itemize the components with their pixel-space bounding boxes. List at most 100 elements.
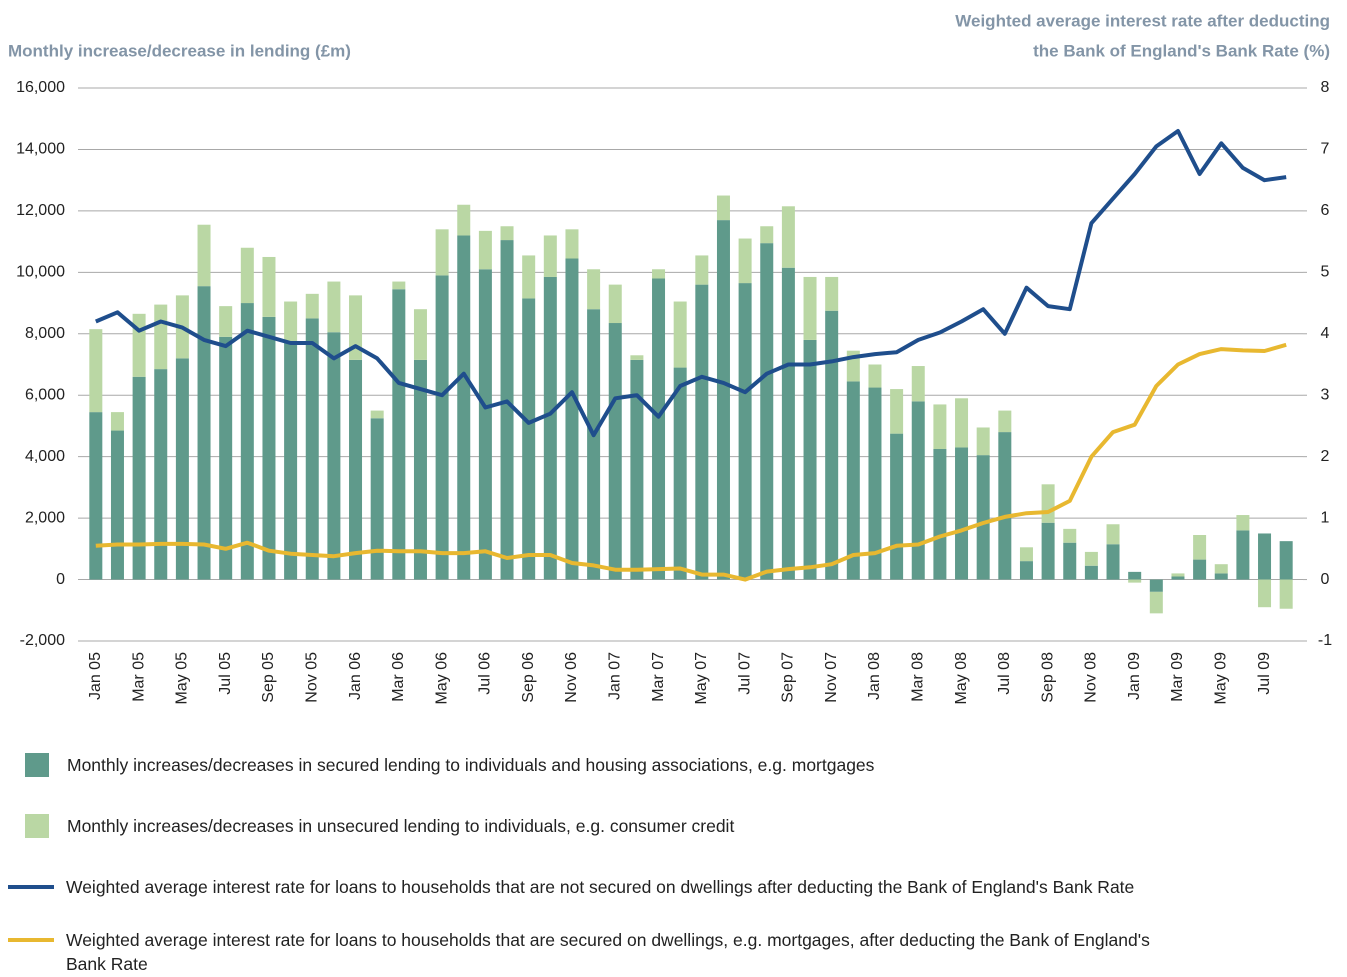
bar: [327, 281, 341, 333]
bar: [608, 284, 622, 324]
line: [95, 129, 1287, 438]
legend-swatch: [25, 753, 49, 777]
bar: [1084, 565, 1098, 580]
bar: [716, 220, 730, 580]
y-tick-label: -2,000: [20, 632, 65, 649]
x-tick-label: Sep 07: [780, 652, 797, 703]
bar: [1279, 541, 1293, 580]
x-tick-label: Mar 09: [1169, 652, 1186, 702]
bar: [1063, 542, 1077, 580]
bar: [522, 298, 536, 580]
y-tick-label: 12,000: [16, 202, 65, 219]
bar: [89, 412, 103, 580]
bar: [1171, 573, 1185, 577]
bar: [349, 359, 363, 580]
x-tick-label: Nov 06: [563, 652, 580, 703]
bar: [933, 448, 947, 580]
bar: [349, 295, 363, 360]
bar: [868, 387, 882, 580]
y-tick-label: 8,000: [25, 325, 65, 342]
y2-axis-title: Weighted average interest rate after ded…: [955, 11, 1330, 30]
line: [95, 342, 1287, 582]
bar: [587, 269, 601, 310]
x-tick-label: Jul 08: [996, 652, 1013, 695]
legend-swatch: [25, 814, 49, 838]
y2-tick-label: 6: [1321, 202, 1330, 219]
bar: [392, 281, 406, 290]
y-tick-label: 2,000: [25, 509, 65, 526]
y2-tick-label: 3: [1321, 386, 1330, 403]
bar: [262, 256, 276, 317]
y-tick-label: 0: [56, 571, 65, 588]
bar: [500, 226, 514, 241]
x-tick-label: Jan 05: [87, 652, 104, 700]
x-tick-label: May 09: [1212, 652, 1229, 705]
x-tick-label: Jul 06: [477, 652, 494, 695]
x-tick-label: May 07: [693, 652, 710, 705]
bar: [1171, 576, 1185, 580]
y2-tick-label: 1: [1321, 509, 1330, 526]
y2-tick-label: 7: [1321, 141, 1330, 158]
bar: [565, 229, 579, 259]
bar: [327, 332, 341, 580]
legend-swatch: [8, 885, 54, 889]
bar: [457, 204, 471, 236]
bar: [1149, 591, 1163, 614]
bar: [413, 309, 427, 360]
bar: [1214, 564, 1228, 574]
bar: [543, 235, 557, 277]
bar: [543, 276, 557, 580]
bar: [1106, 544, 1120, 580]
bar: [1193, 535, 1207, 560]
bar: [1019, 547, 1033, 562]
bar: [673, 367, 687, 580]
bar: [955, 398, 969, 448]
bar: [457, 235, 471, 580]
x-tick-label: Jul 05: [217, 652, 234, 695]
bar: [803, 276, 817, 340]
bar: [1258, 533, 1272, 580]
bar: [781, 206, 795, 268]
x-tick-label: May 08: [953, 652, 970, 705]
bar: [1019, 561, 1033, 580]
x-tick-label: Jan 09: [1126, 652, 1143, 700]
bar: [976, 455, 990, 580]
bar: [911, 401, 925, 580]
bar: [933, 404, 947, 449]
x-tick-label: Jul 09: [1256, 652, 1273, 695]
legend-item: Weighted average interest rate for loans…: [0, 875, 1134, 899]
bar: [1106, 524, 1120, 545]
bar: [435, 275, 449, 580]
bar: [695, 284, 709, 580]
bar: [652, 269, 666, 279]
x-tick-label: Nov 07: [823, 652, 840, 703]
bar: [219, 336, 233, 580]
y-tick-label: 10,000: [16, 264, 65, 281]
bar: [1236, 515, 1250, 531]
bar: [370, 418, 384, 580]
bar: [608, 323, 622, 580]
bar: [868, 364, 882, 388]
y2-tick-label: 5: [1321, 264, 1330, 281]
bar: [1193, 559, 1207, 580]
bar: [587, 309, 601, 580]
bar: [1063, 528, 1077, 543]
bar: [695, 255, 709, 285]
bar: [175, 358, 189, 580]
x-tick-label: Sep 05: [260, 652, 277, 703]
x-tick-label: Mar 05: [130, 652, 147, 702]
bar: [1258, 579, 1272, 608]
legend-swatch: [8, 938, 54, 942]
bar: [890, 389, 904, 434]
bar: [565, 258, 579, 580]
bar: [1084, 551, 1098, 566]
bar: [716, 195, 730, 221]
legend-item: Monthly increases/decreases in unsecured…: [0, 814, 734, 838]
bar: [1041, 484, 1055, 523]
bar: [89, 329, 103, 413]
x-tick-label: May 06: [433, 652, 450, 705]
legend-item: Weighted average interest rate for loans…: [0, 928, 1186, 976]
x-tick-label: Mar 06: [390, 652, 407, 702]
legend-label: Weighted average interest rate for loans…: [66, 930, 1150, 974]
legend-label: Monthly increases/decreases in unsecured…: [67, 816, 735, 836]
